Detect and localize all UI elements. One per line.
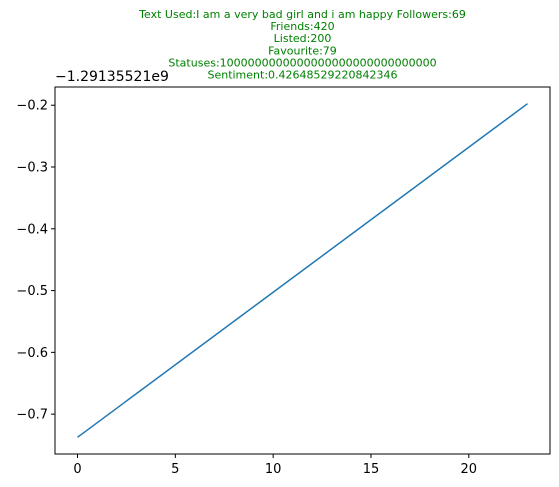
y-tick-label: −0.3 <box>16 161 48 176</box>
title-line: Listed:200 <box>274 32 332 45</box>
title-line: Statuses:1000000000000000000000000000000 <box>168 56 436 69</box>
x-tick-label: 20 <box>461 462 478 477</box>
title-line: Favourite:79 <box>268 44 337 57</box>
axes-frame <box>54 86 551 455</box>
x-tick-label: 15 <box>363 462 380 477</box>
x-tick-label: 0 <box>73 462 81 477</box>
chart-title: Text Used:I am a very bad girl and i am … <box>138 8 466 82</box>
y-tick-label: −0.7 <box>16 408 48 423</box>
y-tick-label: −0.2 <box>16 99 48 114</box>
y-axis-offset-label: −1.29135521e9 <box>55 69 169 85</box>
x-axis-ticks: 0 5 10 15 20 <box>73 454 477 477</box>
title-line: Friends:420 <box>270 20 334 33</box>
x-tick-label: 10 <box>265 462 282 477</box>
x-tick-label: 5 <box>171 462 179 477</box>
title-line: Text Used:I am a very bad girl and i am … <box>138 8 466 21</box>
y-axis-ticks: −0.7 −0.6 −0.5 −0.4 −0.3 −0.2 <box>16 99 55 423</box>
series-line <box>77 103 528 438</box>
y-tick-label: −0.4 <box>16 222 48 237</box>
title-line: Sentiment:0.42648529220842346 <box>207 69 397 82</box>
y-tick-label: −0.5 <box>16 284 48 299</box>
y-tick-label: −0.6 <box>16 346 48 361</box>
plot-area <box>77 103 528 438</box>
